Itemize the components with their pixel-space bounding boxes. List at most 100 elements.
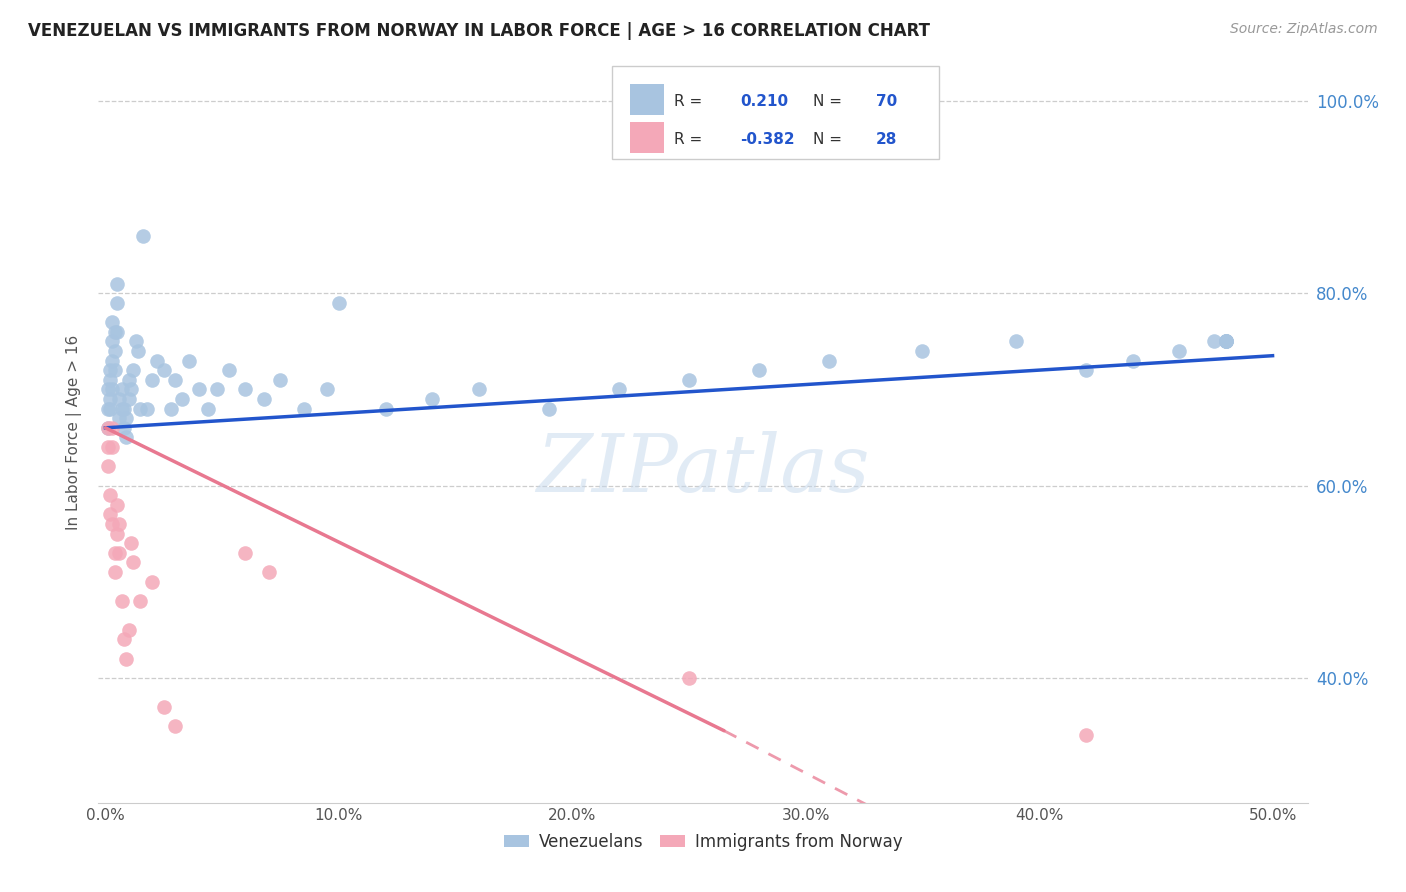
Point	[104, 325, 127, 339]
Point	[101, 516, 124, 531]
Point	[101, 440, 124, 454]
Point	[374, 401, 396, 416]
Point	[111, 401, 134, 416]
Point	[129, 401, 152, 416]
Point	[141, 574, 163, 589]
Point	[1215, 334, 1237, 349]
Point	[108, 546, 131, 560]
Point	[122, 556, 145, 570]
Point	[207, 382, 229, 396]
Point	[98, 401, 121, 416]
Point	[101, 382, 124, 396]
Point	[1168, 343, 1191, 358]
Point	[115, 651, 138, 665]
Point	[235, 546, 257, 560]
Text: VENEZUELAN VS IMMIGRANTS FROM NORWAY IN LABOR FORCE | AGE > 16 CORRELATION CHART: VENEZUELAN VS IMMIGRANTS FROM NORWAY IN …	[28, 22, 931, 40]
Point	[141, 373, 163, 387]
Point	[316, 382, 339, 396]
Point	[187, 382, 209, 396]
Point	[127, 343, 149, 358]
Point	[420, 392, 443, 406]
Point	[105, 526, 128, 541]
Point	[118, 392, 141, 406]
Point	[748, 363, 770, 377]
FancyBboxPatch shape	[613, 66, 939, 159]
Point	[105, 498, 128, 512]
Point	[122, 363, 145, 377]
Point	[257, 565, 280, 579]
Point	[104, 343, 127, 358]
Point	[678, 671, 700, 685]
Point	[146, 353, 169, 368]
Point	[1215, 334, 1237, 349]
Point	[105, 277, 128, 291]
Point	[1074, 729, 1097, 743]
Legend: Venezuelans, Immigrants from Norway: Venezuelans, Immigrants from Norway	[496, 826, 910, 857]
Point	[537, 401, 560, 416]
Point	[165, 719, 187, 733]
Point	[1074, 363, 1097, 377]
Text: 0.210: 0.210	[741, 94, 789, 109]
Point	[159, 401, 181, 416]
Point	[108, 392, 131, 406]
Point	[104, 363, 127, 377]
Point	[1215, 334, 1237, 349]
Point	[115, 411, 138, 425]
Point	[165, 373, 187, 387]
Point	[120, 382, 142, 396]
Point	[118, 623, 141, 637]
Point	[97, 421, 120, 435]
Point	[98, 363, 121, 377]
Point	[152, 363, 174, 377]
Point	[132, 228, 155, 243]
Point	[112, 632, 135, 647]
Point	[1215, 334, 1237, 349]
Point	[105, 325, 128, 339]
Point	[118, 373, 141, 387]
Point	[235, 382, 257, 396]
Point	[197, 401, 219, 416]
Point	[111, 382, 134, 396]
Point	[98, 373, 121, 387]
Text: N =: N =	[813, 132, 842, 147]
Point	[468, 382, 491, 396]
Point	[97, 401, 120, 416]
Point	[253, 392, 276, 406]
Point	[818, 353, 841, 368]
Point	[678, 373, 700, 387]
Point	[111, 594, 134, 608]
Point	[101, 353, 124, 368]
Text: ZIPatlas: ZIPatlas	[536, 431, 870, 508]
Point	[101, 421, 124, 435]
Text: 28: 28	[876, 132, 897, 147]
Text: 70: 70	[876, 94, 897, 109]
Point	[108, 411, 131, 425]
Point	[105, 295, 128, 310]
Point	[97, 459, 120, 474]
Point	[269, 373, 291, 387]
Text: R =: R =	[673, 94, 702, 109]
Point	[292, 401, 315, 416]
Point	[101, 315, 124, 329]
Point	[98, 488, 121, 502]
Point	[136, 401, 159, 416]
Point	[152, 699, 174, 714]
Point	[97, 440, 120, 454]
Text: R =: R =	[673, 132, 702, 147]
Point	[328, 295, 350, 310]
Point	[1204, 334, 1226, 349]
Text: N =: N =	[813, 94, 842, 109]
Text: Source: ZipAtlas.com: Source: ZipAtlas.com	[1230, 22, 1378, 37]
Text: -0.382: -0.382	[741, 132, 796, 147]
Point	[1121, 353, 1143, 368]
Point	[129, 594, 152, 608]
Point	[218, 363, 240, 377]
Point	[112, 421, 135, 435]
Point	[112, 401, 135, 416]
Point	[1004, 334, 1026, 349]
Point	[108, 516, 131, 531]
Point	[104, 565, 127, 579]
Point	[125, 334, 148, 349]
FancyBboxPatch shape	[630, 84, 664, 115]
Point	[120, 536, 142, 550]
